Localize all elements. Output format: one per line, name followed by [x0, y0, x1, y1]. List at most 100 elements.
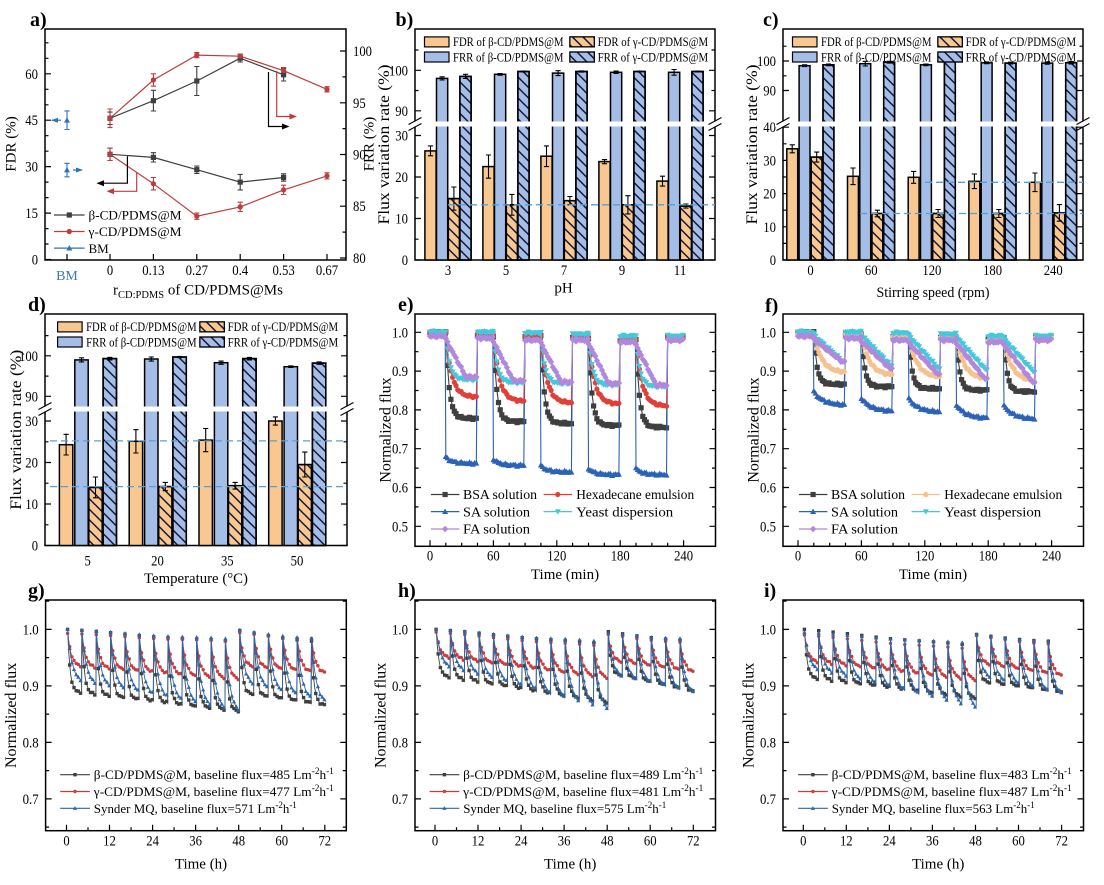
- svg-text:γ-CD/PDMS@M, baseline flux=477: γ-CD/PDMS@M, baseline flux=477 Lm -2h-1: [93, 783, 334, 799]
- svg-text:BSA solution: BSA solution: [831, 487, 905, 502]
- svg-text:36: 36: [558, 834, 571, 850]
- svg-text:Time (h): Time (h): [912, 857, 964, 873]
- svg-text:0.9: 0.9: [392, 679, 408, 695]
- svg-text:β-CD/PDMS@M, baseline flux=489: β-CD/PDMS@M, baseline flux=489 Lm -2h-1: [463, 766, 703, 782]
- svg-text:48: 48: [232, 834, 245, 850]
- svg-text:80: 80: [353, 251, 366, 267]
- svg-text:0.9: 0.9: [760, 679, 776, 695]
- svg-text:240: 240: [674, 549, 693, 565]
- svg-text:pH: pH: [554, 281, 573, 297]
- svg-text:60: 60: [865, 263, 878, 279]
- svg-text:48: 48: [969, 834, 982, 850]
- svg-text:0.13: 0.13: [142, 263, 164, 279]
- svg-text:30: 30: [25, 160, 38, 176]
- svg-text:12: 12: [840, 834, 853, 850]
- svg-text:0: 0: [32, 253, 38, 269]
- svg-text:180: 180: [983, 263, 1002, 279]
- svg-text:0: 0: [63, 834, 69, 850]
- svg-text:60: 60: [275, 834, 288, 850]
- svg-text:12: 12: [472, 834, 485, 850]
- svg-text:BSA solution: BSA solution: [463, 487, 537, 502]
- svg-text:FDR (%): FDR (%): [4, 116, 20, 171]
- svg-text:1.0: 1.0: [760, 622, 776, 638]
- svg-text:Normalized flux: Normalized flux: [741, 663, 758, 768]
- svg-text:100: 100: [757, 54, 776, 70]
- svg-text:0.8: 0.8: [392, 403, 408, 419]
- svg-text:Time (min): Time (min): [531, 567, 599, 583]
- svg-text:FA solution: FA solution: [831, 522, 898, 537]
- svg-text:0.8: 0.8: [392, 735, 408, 751]
- svg-text:20: 20: [395, 170, 408, 186]
- svg-text:0.8: 0.8: [23, 735, 39, 751]
- svg-text:85: 85: [353, 199, 366, 215]
- svg-text:50: 50: [291, 554, 304, 570]
- svg-text:FRR of β-CD/PDMS@M: FRR of β-CD/PDMS@M: [86, 335, 197, 349]
- svg-text:35: 35: [221, 554, 234, 570]
- svg-text:0.8: 0.8: [760, 403, 776, 419]
- svg-text:40: 40: [763, 120, 776, 136]
- svg-text:100: 100: [19, 349, 38, 365]
- svg-text:0: 0: [807, 263, 813, 279]
- svg-text:0.5: 0.5: [760, 519, 776, 535]
- svg-text:1.0: 1.0: [23, 622, 39, 638]
- svg-text:β-CD/PDMS@M, baseline flux=483: β-CD/PDMS@M, baseline flux=483 Lm -2h-1: [832, 766, 1072, 782]
- svg-text:Flux variation rate (%): Flux variation rate (%): [8, 350, 25, 510]
- svg-text:0.9: 0.9: [23, 679, 39, 695]
- svg-text:5: 5: [503, 263, 509, 279]
- svg-text:5: 5: [85, 554, 91, 570]
- svg-text:90: 90: [25, 389, 38, 405]
- svg-text:60: 60: [25, 67, 38, 83]
- svg-text:b): b): [396, 9, 414, 31]
- svg-text:FDR of γ-CD/PDMS@M: FDR of γ-CD/PDMS@M: [598, 35, 709, 49]
- svg-text:FDR of β-CD/PDMS@M: FDR of β-CD/PDMS@M: [821, 35, 932, 49]
- svg-text:9: 9: [619, 263, 625, 279]
- svg-text:0.27: 0.27: [186, 263, 209, 279]
- svg-text:γ-CD/PDMS@M, baseline flux=481: γ-CD/PDMS@M, baseline flux=481 Lm -2h-1: [462, 783, 703, 799]
- svg-text:rCD:PDMS of CD/PDMS@Ms: rCD:PDMS of CD/PDMS@Ms: [113, 283, 283, 302]
- svg-text:36: 36: [926, 834, 939, 850]
- svg-text:0.6: 0.6: [760, 481, 776, 497]
- svg-text:10: 10: [25, 497, 38, 513]
- svg-text:60: 60: [644, 834, 657, 850]
- svg-text:a): a): [30, 9, 47, 31]
- svg-text:120: 120: [922, 263, 941, 279]
- svg-text:FRR of β-CD/PDMS@M: FRR of β-CD/PDMS@M: [821, 50, 932, 64]
- svg-text:1.0: 1.0: [392, 622, 408, 638]
- svg-text:0: 0: [32, 539, 38, 555]
- svg-text:β-CD/PDMS@M: β-CD/PDMS@M: [89, 208, 182, 223]
- svg-text:120: 120: [547, 549, 566, 565]
- svg-text:12: 12: [103, 834, 116, 850]
- svg-text:180: 180: [611, 549, 630, 565]
- svg-text:BM: BM: [89, 241, 110, 256]
- svg-text:e): e): [398, 294, 414, 316]
- svg-text:Normalized flux: Normalized flux: [373, 663, 390, 768]
- svg-text:24: 24: [883, 834, 896, 850]
- svg-text:60: 60: [855, 549, 868, 565]
- svg-text:180: 180: [979, 549, 998, 565]
- svg-text:20: 20: [25, 456, 38, 472]
- svg-text:72: 72: [687, 834, 700, 850]
- svg-text:20: 20: [151, 554, 164, 570]
- svg-text:FRR of γ-CD/PDMS@M: FRR of γ-CD/PDMS@M: [598, 50, 709, 64]
- svg-text:120: 120: [915, 549, 934, 565]
- svg-text:FDR of β-CD/PDMS@M: FDR of β-CD/PDMS@M: [453, 35, 564, 49]
- svg-text:Hexadecane emulsion: Hexadecane emulsion: [944, 487, 1062, 502]
- svg-text:0: 0: [770, 253, 776, 269]
- svg-text:Temperature (°C): Temperature (°C): [144, 571, 248, 587]
- svg-text:BM: BM: [56, 269, 78, 284]
- svg-text:c): c): [763, 9, 779, 31]
- svg-text:Hexadecane emulsion: Hexadecane emulsion: [576, 487, 694, 502]
- svg-text:45: 45: [25, 113, 38, 129]
- svg-text:FRR of β-CD/PDMS@M: FRR of β-CD/PDMS@M: [453, 50, 564, 64]
- svg-text:0.7: 0.7: [392, 792, 408, 808]
- svg-text:30: 30: [25, 414, 38, 430]
- svg-text:0.67: 0.67: [316, 263, 339, 279]
- svg-text:Yeast dispersion: Yeast dispersion: [944, 504, 1041, 519]
- svg-text:11: 11: [674, 263, 687, 279]
- svg-text:0.8: 0.8: [760, 735, 776, 751]
- svg-text:0.7: 0.7: [23, 792, 39, 808]
- svg-text:36: 36: [189, 834, 202, 850]
- svg-text:30: 30: [395, 129, 408, 145]
- svg-text:Normalized flux: Normalized flux: [3, 663, 20, 768]
- svg-text:Normalized flux: Normalized flux: [378, 377, 395, 482]
